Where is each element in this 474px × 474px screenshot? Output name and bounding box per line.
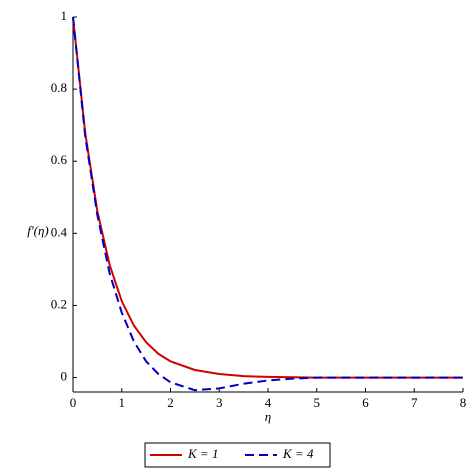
y-tick-label: 0.4 bbox=[51, 224, 68, 239]
series-line bbox=[72, 16, 463, 392]
x-tick-label: 1 bbox=[119, 395, 126, 410]
x-tick-label: 4 bbox=[265, 395, 272, 410]
x-tick-label: 5 bbox=[314, 395, 321, 410]
y-tick-label: 1 bbox=[61, 8, 68, 23]
y-tick-label: 0.2 bbox=[51, 296, 67, 311]
legend-label: K = 4 bbox=[282, 446, 314, 461]
x-tick-label: 8 bbox=[460, 395, 467, 410]
x-axis-label: η bbox=[265, 409, 271, 424]
legend-label: K = 1 bbox=[187, 446, 218, 461]
x-tick-label: 6 bbox=[362, 395, 369, 410]
y-tick-label: 0.8 bbox=[51, 80, 67, 95]
series-line bbox=[72, 16, 463, 379]
x-tick-label: 0 bbox=[70, 395, 77, 410]
y-axis-label: f′(η) bbox=[27, 223, 49, 238]
x-tick-label: 3 bbox=[216, 395, 223, 410]
y-tick-label: 0.6 bbox=[51, 152, 68, 167]
x-tick-label: 7 bbox=[411, 395, 418, 410]
x-tick-label: 2 bbox=[167, 395, 174, 410]
legend-box bbox=[144, 442, 331, 468]
y-tick-label: 0 bbox=[61, 369, 68, 384]
